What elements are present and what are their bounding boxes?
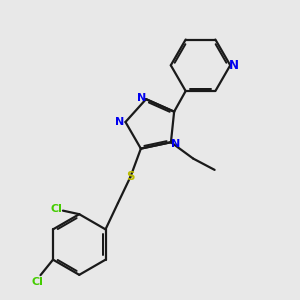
Text: N: N bbox=[137, 93, 146, 103]
Text: Cl: Cl bbox=[50, 204, 62, 214]
Text: S: S bbox=[126, 170, 135, 183]
Text: Cl: Cl bbox=[31, 277, 43, 287]
Text: N: N bbox=[116, 117, 125, 127]
Text: N: N bbox=[229, 59, 239, 72]
Text: N: N bbox=[171, 139, 180, 149]
